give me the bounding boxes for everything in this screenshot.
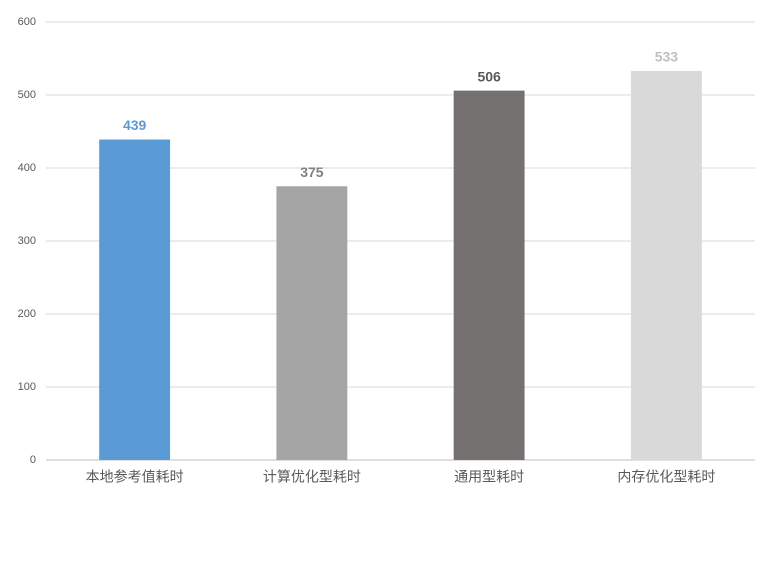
y-tick-label: 0 [30,454,36,466]
y-tick-label: 400 [18,162,36,174]
value-label: 439 [123,117,147,133]
bar [630,70,702,460]
bar [99,139,171,460]
x-tick-label: 本地参考值耗时 [86,469,184,485]
y-tick-label: 500 [18,89,36,101]
y-tick-label: 300 [18,235,36,247]
x-tick-label: 计算优化型耗时 [263,469,361,485]
bar [276,186,348,460]
value-label: 375 [300,164,324,180]
bar [453,90,525,461]
x-tick-label: 通用型耗时 [454,469,524,485]
y-tick-label: 600 [18,16,36,28]
value-label: 506 [477,68,501,84]
y-tick-label: 100 [18,381,36,393]
y-tick-label: 200 [18,308,36,320]
value-label: 533 [655,49,679,65]
x-tick-label: 内存优化型耗时 [617,469,715,485]
